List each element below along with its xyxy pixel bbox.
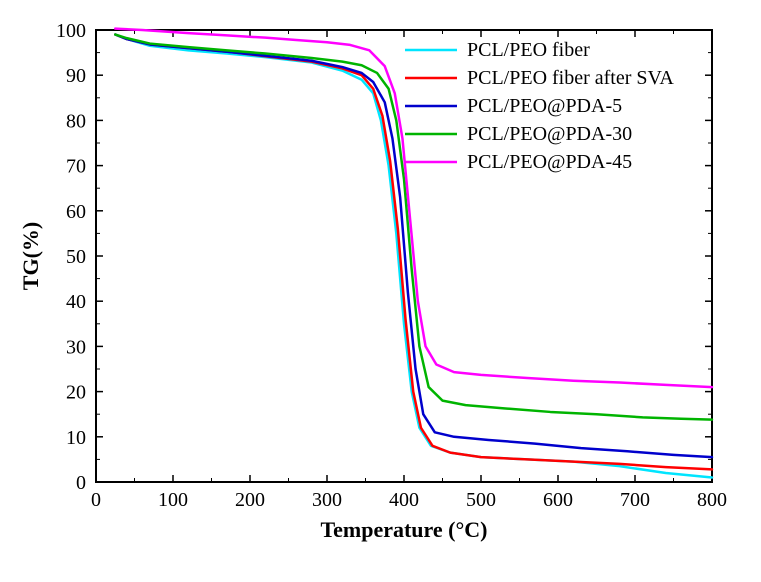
x-tick-label: 500 — [466, 489, 496, 511]
y-tick-label: 70 — [66, 156, 86, 178]
legend-label: PCL/PEO@PDA-5 — [467, 95, 622, 117]
y-tick-label: 10 — [66, 427, 86, 449]
x-tick-label: 0 — [91, 489, 101, 511]
legend-label: PCL/PEO@PDA-30 — [467, 123, 632, 145]
x-tick-label: 600 — [543, 489, 573, 511]
x-tick-label: 400 — [389, 489, 419, 511]
chart-svg: 0 100 200 300 400 500 600 700 800 0 10 20 30 40 50 60 70… — [0, 0, 761, 582]
x-axis-label: Temperature (°C) — [320, 517, 487, 542]
y-tick-label: 20 — [66, 382, 86, 404]
y-tick-label: 40 — [66, 291, 86, 313]
x-tick-label: 200 — [235, 489, 265, 511]
y-tick-label: 50 — [66, 246, 86, 268]
y-tick-label: 90 — [66, 65, 86, 87]
y-tick-label: 100 — [56, 20, 86, 42]
legend-label: PCL/PEO fiber — [467, 39, 590, 61]
y-tick-label: 30 — [66, 336, 86, 358]
x-tick-label: 100 — [158, 489, 188, 511]
tg-chart: 0 100 200 300 400 500 600 700 800 0 10 20 30 40 50 60 70… — [0, 0, 761, 582]
legend-label: PCL/PEO@PDA-45 — [467, 151, 632, 173]
x-tick-label: 800 — [697, 489, 727, 511]
legend-label: PCL/PEO fiber after SVA — [467, 67, 674, 89]
x-tick-label: 700 — [620, 489, 650, 511]
x-tick-label: 300 — [312, 489, 342, 511]
y-axis-label: TG(%) — [18, 222, 43, 290]
y-tick-label: 0 — [76, 472, 86, 494]
y-tick-label: 60 — [66, 201, 86, 223]
y-tick-label: 80 — [66, 110, 86, 132]
